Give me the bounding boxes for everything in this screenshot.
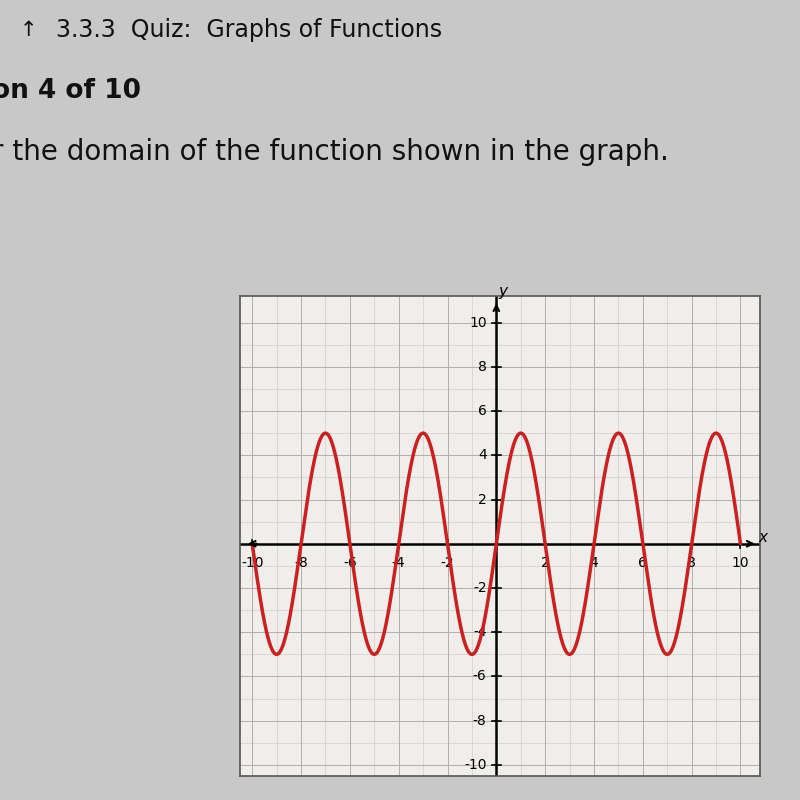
Text: 10: 10 (469, 315, 486, 330)
Text: 8: 8 (687, 556, 696, 570)
Text: on 4 of 10: on 4 of 10 (0, 78, 141, 105)
Text: -2: -2 (441, 556, 454, 570)
Text: -10: -10 (464, 758, 486, 772)
Text: 4: 4 (590, 556, 598, 570)
Text: x: x (758, 530, 768, 545)
Text: 6: 6 (638, 556, 647, 570)
Text: 8: 8 (478, 360, 486, 374)
Text: 6: 6 (478, 404, 486, 418)
Text: -8: -8 (294, 556, 308, 570)
Text: ↑: ↑ (20, 20, 38, 40)
Text: -4: -4 (392, 556, 406, 570)
Text: 2: 2 (478, 493, 486, 506)
Text: 2: 2 (541, 556, 550, 570)
Text: -2: -2 (473, 581, 486, 595)
Text: 4: 4 (478, 448, 486, 462)
Text: -10: -10 (241, 556, 263, 570)
Text: 3.3.3  Quiz:  Graphs of Functions: 3.3.3 Quiz: Graphs of Functions (56, 18, 442, 42)
Text: -8: -8 (473, 714, 486, 728)
Text: -6: -6 (343, 556, 357, 570)
Text: -6: -6 (473, 670, 486, 683)
Text: r the domain of the function shown in the graph.: r the domain of the function shown in th… (0, 138, 669, 166)
Text: 10: 10 (732, 556, 750, 570)
Text: y: y (498, 284, 507, 299)
Text: -4: -4 (473, 626, 486, 639)
